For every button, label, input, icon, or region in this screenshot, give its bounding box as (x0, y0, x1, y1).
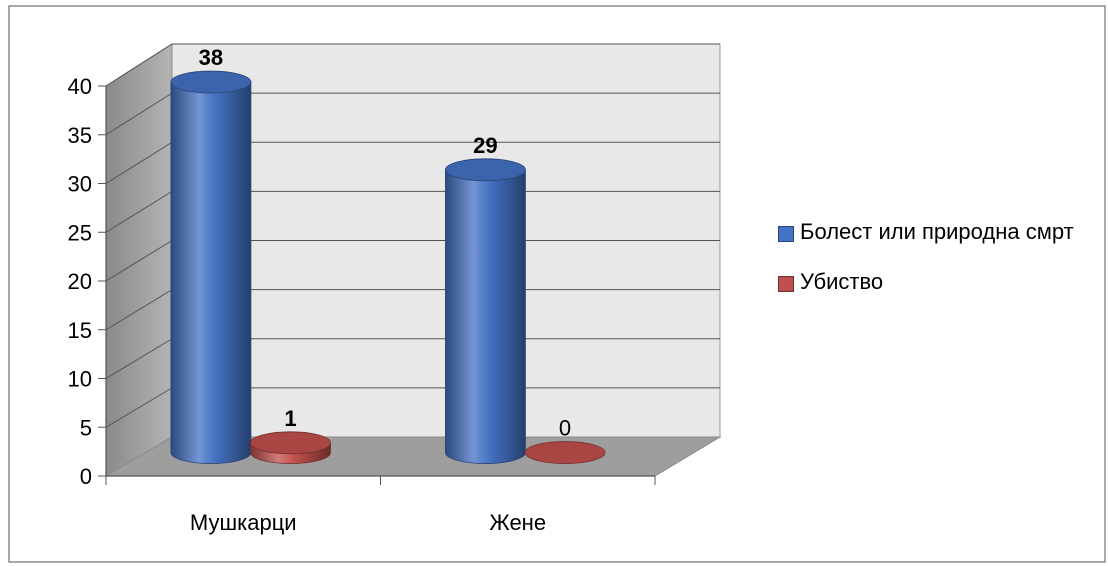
bar-cylinder (524, 441, 606, 464)
legend-swatch-series-1 (778, 226, 794, 242)
bar-top (524, 441, 606, 464)
y-tick-label: 40 (68, 74, 92, 99)
x-category-label: Мушкарци (190, 510, 297, 535)
data-label: 0 (559, 416, 571, 441)
gridline-side (105, 43, 173, 87)
gridline-side (105, 338, 173, 379)
y-tick-label: 15 (68, 318, 92, 343)
y-tick-label: 30 (68, 172, 92, 197)
legend-item-series-1: Болест или природна смрт (778, 218, 1098, 246)
y-tick-label: 10 (68, 367, 92, 392)
gridline-side (105, 141, 173, 184)
y-tick-label: 35 (68, 123, 92, 148)
bar-cylinder (250, 431, 331, 464)
gridline-side (105, 289, 173, 331)
y-tick-label: 0 (80, 464, 92, 489)
legend-swatch-series-2 (778, 276, 794, 292)
legend-label-series-1: Болест или природна смрт (800, 219, 1074, 244)
bar-cylinder (170, 70, 252, 464)
legend-item-series-2: Убиство (778, 268, 1098, 296)
gridline-side (105, 240, 173, 282)
y-tick-label: 20 (68, 269, 92, 294)
bar-top (250, 431, 331, 455)
bar-top (170, 70, 252, 94)
side-wall (105, 43, 173, 477)
y-tick-label: 5 (80, 415, 92, 440)
y-tick-label: 25 (68, 220, 92, 245)
data-label: 29 (473, 133, 497, 158)
data-label: 1 (284, 406, 296, 431)
legend: Болест или природна смрт Убиство (778, 218, 1098, 318)
x-category-label: Жене (489, 510, 546, 535)
gridline-side (105, 92, 173, 136)
data-label: 38 (199, 45, 223, 70)
gridline-side (105, 190, 173, 233)
legend-label-series-2: Убиство (800, 269, 884, 294)
bar-top (445, 158, 526, 182)
chart-border (8, 5, 1106, 563)
gridline-side (105, 387, 173, 428)
bar-body (445, 169, 526, 464)
bar-cylinder (445, 158, 526, 464)
bar-body (170, 81, 252, 464)
